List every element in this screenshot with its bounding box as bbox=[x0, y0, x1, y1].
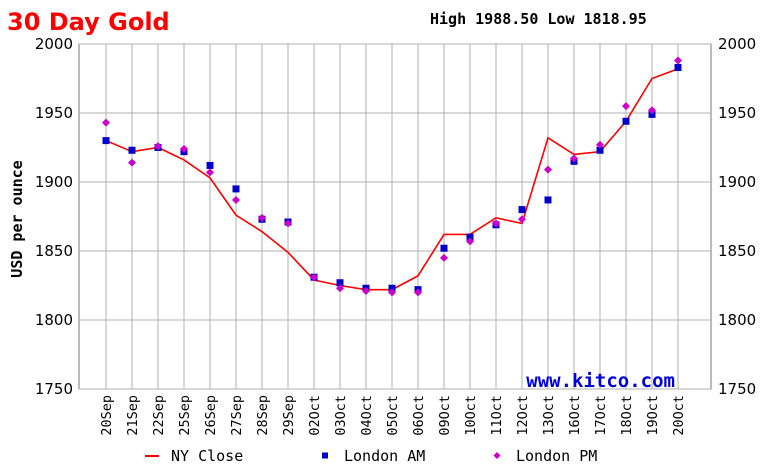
point-london-pm bbox=[440, 253, 448, 262]
point-london-pm bbox=[544, 165, 552, 174]
y-tick-label-right: 1850 bbox=[718, 242, 756, 260]
x-tick-label: 22Sep bbox=[151, 395, 167, 436]
legend-swatch-london-pm bbox=[493, 452, 501, 459]
point-london-pm bbox=[518, 215, 526, 224]
point-london-am bbox=[596, 146, 604, 154]
point-london-am bbox=[336, 279, 344, 287]
y-tick-label-left: 1800 bbox=[35, 311, 73, 329]
y-tick-label-left: 1750 bbox=[35, 380, 73, 398]
high-low-summary: High 1988.50 Low 1818.95 bbox=[430, 10, 647, 28]
x-tick-label: 28Sep bbox=[255, 395, 271, 436]
point-london-pm bbox=[466, 237, 474, 246]
point-london-am bbox=[466, 233, 474, 241]
legend-label: London PM bbox=[516, 447, 597, 465]
point-london-pm bbox=[128, 158, 136, 167]
x-tick-label: 18Oct bbox=[619, 395, 635, 436]
point-london-pm bbox=[674, 56, 682, 65]
x-tick-label: 09Oct bbox=[437, 395, 453, 436]
x-tick-label: 13Oct bbox=[541, 395, 557, 436]
watermark-url: www.kitco.com bbox=[526, 370, 675, 392]
x-tick-label: 03Oct bbox=[333, 395, 349, 436]
point-london-am bbox=[518, 206, 526, 214]
point-london-am bbox=[440, 244, 448, 252]
y-axis-right: 1750 1800 1850 1900 1950 2000 bbox=[718, 35, 756, 398]
point-london-pm bbox=[492, 219, 500, 228]
y-axis-label: USD per ounce bbox=[8, 160, 26, 277]
point-london-am bbox=[388, 284, 396, 292]
legend-label: London AM bbox=[344, 447, 425, 465]
point-london-pm bbox=[232, 195, 240, 204]
point-london-pm bbox=[362, 287, 370, 296]
x-tick-label: 19Oct bbox=[645, 395, 661, 436]
x-tick-label: 05Oct bbox=[385, 395, 401, 436]
x-tick-label: 29Sep bbox=[281, 395, 297, 436]
point-london-pm bbox=[102, 118, 110, 127]
point-london-am bbox=[544, 196, 552, 204]
point-london-pm bbox=[206, 168, 214, 177]
x-tick-label: 25Sep bbox=[177, 395, 193, 436]
x-tick-label: 21Sep bbox=[125, 395, 141, 436]
point-london-am bbox=[206, 161, 214, 169]
x-tick-label: 20Sep bbox=[99, 395, 115, 436]
y-tick-label-right: 1900 bbox=[718, 173, 756, 191]
x-axis: 20Sep 21Sep 22Sep 25Sep 26Sep 27Sep 28Sep 29Sep… bbox=[99, 395, 687, 436]
point-london-pm bbox=[596, 140, 604, 149]
point-london-pm bbox=[414, 288, 422, 297]
y-tick-label-right: 1950 bbox=[718, 104, 756, 122]
x-tick-label: 26Sep bbox=[203, 395, 219, 436]
plot-area bbox=[78, 43, 712, 390]
chart-title: 30 Day Gold bbox=[7, 8, 170, 36]
point-london-pm bbox=[310, 273, 318, 282]
x-tick-label: 20Oct bbox=[671, 395, 687, 436]
point-london-am bbox=[622, 117, 630, 125]
y-tick-label-left: 1900 bbox=[35, 173, 73, 191]
legend-label: NY Close bbox=[171, 447, 243, 465]
y-tick-label-right: 1750 bbox=[718, 380, 756, 398]
point-london-am bbox=[674, 63, 682, 71]
point-london-pm bbox=[648, 106, 656, 115]
point-london-pm bbox=[154, 142, 162, 151]
x-tick-label: 10Oct bbox=[463, 395, 479, 436]
y-tick-label-left: 2000 bbox=[35, 35, 73, 53]
y-tick-label-left: 1850 bbox=[35, 242, 73, 260]
legend: NY Close London AM London PM bbox=[145, 447, 597, 465]
point-london-am bbox=[232, 185, 240, 193]
data-series bbox=[102, 56, 682, 297]
y-axis-left: 1750 1800 1850 1900 1950 2000 bbox=[35, 35, 73, 398]
point-london-pm bbox=[180, 144, 188, 153]
point-london-pm bbox=[388, 288, 396, 297]
x-tick-label: 06Oct bbox=[411, 395, 427, 436]
x-tick-label: 12Oct bbox=[515, 395, 531, 436]
point-london-pm bbox=[284, 219, 292, 228]
point-london-am bbox=[648, 110, 656, 118]
x-tick-label: 16Oct bbox=[567, 395, 583, 436]
y-tick-label-left: 1950 bbox=[35, 104, 73, 122]
x-tick-label: 04Oct bbox=[359, 395, 375, 436]
x-tick-label: 02Oct bbox=[307, 395, 323, 436]
y-tick-label-right: 2000 bbox=[718, 35, 756, 53]
x-tick-label: 11Oct bbox=[489, 395, 505, 436]
point-london-pm bbox=[622, 102, 630, 111]
point-london-pm bbox=[258, 213, 266, 222]
legend-swatch-london-am bbox=[322, 452, 328, 459]
point-london-pm bbox=[570, 154, 578, 163]
point-london-pm bbox=[336, 284, 344, 293]
x-tick-label: 17Oct bbox=[593, 395, 609, 436]
y-tick-label-right: 1800 bbox=[718, 311, 756, 329]
x-tick-label: 27Sep bbox=[229, 395, 245, 436]
plot-frame bbox=[78, 43, 712, 390]
point-london-am bbox=[102, 137, 110, 145]
point-london-am bbox=[128, 146, 136, 154]
